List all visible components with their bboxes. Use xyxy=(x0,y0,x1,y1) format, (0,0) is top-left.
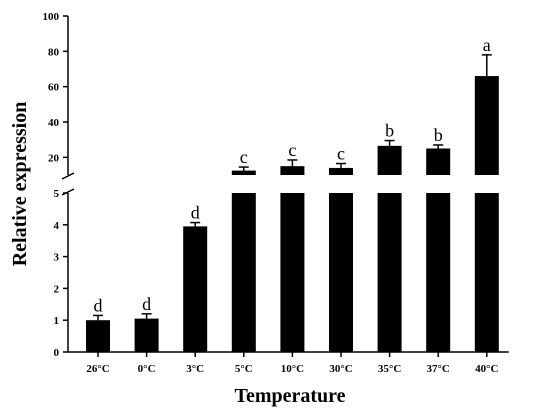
significance-label: b xyxy=(385,121,394,141)
significance-label: c xyxy=(337,144,345,164)
bar-lower-segment xyxy=(377,193,402,352)
significance-label: c xyxy=(240,147,248,167)
bar-lower-segment xyxy=(426,193,451,352)
x-tick-label: 35°C xyxy=(378,363,401,375)
significance-label: d xyxy=(142,294,151,314)
labels: d 26°C d 0°C d 3°C c 5°C c 10°C c 30°C b 35°C b 37°C a 40… xyxy=(86,35,498,375)
bar xyxy=(329,167,353,175)
bar xyxy=(426,148,451,175)
y-tick-label: 1 xyxy=(54,315,60,327)
x-tick-label: 30°C xyxy=(329,363,352,375)
bar xyxy=(474,76,499,175)
y-tick-label: 40 xyxy=(48,117,60,129)
y-axis-title: Relative expression xyxy=(9,102,31,267)
y-tick-label: 20 xyxy=(48,152,60,164)
x-tick-label: 5°C xyxy=(235,363,253,375)
bar-lower-segment xyxy=(231,193,256,352)
x-tick-label: 3°C xyxy=(186,363,204,375)
axis-break-mark xyxy=(61,188,75,196)
y-tick-label: 60 xyxy=(48,82,60,94)
x-tick-label: 26°C xyxy=(86,363,109,375)
y-tick-label: 4 xyxy=(54,220,60,232)
significance-label: d xyxy=(191,203,200,223)
significance-label: c xyxy=(288,140,296,160)
y-tick-label: 3 xyxy=(54,252,60,264)
x-tick-label: 40°C xyxy=(475,363,498,375)
axis-break-mark xyxy=(61,172,75,180)
bar-lower-segment xyxy=(474,193,499,352)
y-tick-label: 2 xyxy=(54,283,60,295)
bar xyxy=(280,166,305,175)
significance-label: a xyxy=(483,35,491,55)
y-tick-label: 5 xyxy=(54,188,60,200)
x-tick-label: 37°C xyxy=(427,363,450,375)
x-tick-label: 10°C xyxy=(281,363,304,375)
x-axis-title: Temperature xyxy=(234,385,345,407)
bar xyxy=(134,318,159,352)
significance-label: b xyxy=(434,125,443,145)
y-tick-label: 100 xyxy=(43,11,60,23)
bar xyxy=(231,170,256,175)
bar-lower-segment xyxy=(329,193,353,352)
x-tick-label: 0°C xyxy=(138,363,156,375)
y-tick-label: 80 xyxy=(48,46,60,58)
bar-lower-segment xyxy=(280,193,305,352)
y-tick-label: 0 xyxy=(54,347,60,359)
bars xyxy=(86,54,499,352)
bar xyxy=(86,320,110,352)
significance-label: d xyxy=(94,295,103,315)
bar xyxy=(377,145,402,175)
bar xyxy=(183,226,208,352)
